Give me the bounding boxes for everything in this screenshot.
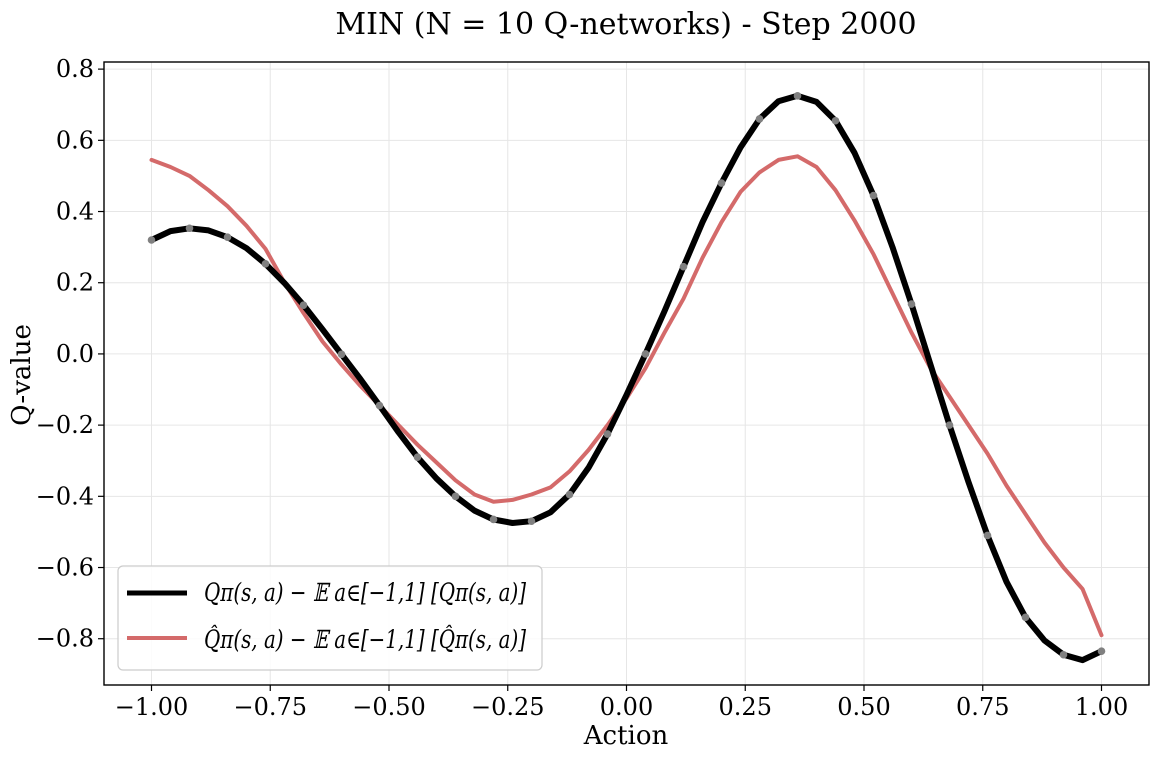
series-point-true [527,517,536,526]
y-tick-label: 0.2 [56,269,94,297]
series-line-true [148,92,1105,664]
x-tick-label: −1.00 [115,693,189,721]
series-point-true [831,116,840,125]
series-layer [147,92,1106,664]
series-point-true [1097,647,1106,655]
chart-title: MIN (N = 10 Q-networks) - Step 2000 [335,7,916,42]
y-tick-label: −0.2 [36,411,94,439]
y-axis: −0.8 −0.6 −0.4 −0.2 0.0 0.2 0.4 0.6 0.8 [36,55,104,653]
y-tick-label: 0.4 [56,198,94,226]
y-axis-label: Q-value [7,324,37,426]
series-point-true [147,236,156,244]
series-point-true [375,401,384,410]
y-tick-label: −0.8 [36,625,94,653]
series-point-true [603,430,612,438]
series-point-true [185,224,194,233]
legend-box [117,565,543,671]
x-tick-label: 0.25 [719,693,772,721]
y-tick-label: 0.6 [56,126,94,154]
x-tick-label: 0.75 [956,693,1009,721]
series-point-true [337,350,346,359]
y-tick-label: −0.4 [36,482,94,510]
x-axis: −1.00 −0.75 −0.50 −0.25 0.00 0.25 0.50 0.75 1.00 [115,685,1128,721]
series-point-true [793,92,802,100]
series-point-true [869,191,878,200]
x-tick-label: 0.00 [600,693,653,721]
series-point-true [945,421,954,429]
y-tick-label: 0.0 [56,340,94,368]
series-point-true [717,179,726,187]
x-tick-label: −0.25 [471,693,545,721]
series-point-true [413,453,422,461]
series-point-true [261,260,270,268]
series-point-true [489,515,498,524]
x-tick-label: 1.00 [1075,693,1128,721]
x-tick-label: −0.75 [233,693,307,721]
series-point-true [299,301,308,309]
series-point-true [907,300,916,308]
series-point-true [1021,613,1030,622]
y-tick-label: 0.8 [56,55,94,83]
series-point-true [1059,650,1068,659]
series-point-true [755,115,764,123]
x-axis-label: Action [583,721,669,751]
series-point-true [451,492,460,501]
legend: Qπ(s, a) − 𝔼 a∈[−1,1] [Qπ(s, a)] Q̂π(s, … [117,565,543,671]
series-point-true [223,233,232,241]
series-point-true [679,262,688,271]
series-point-true [641,350,650,358]
y-tick-label: −0.6 [36,554,94,582]
series-point-true [565,490,574,499]
x-tick-label: 0.50 [837,693,890,721]
legend-label-0: Qπ(s, a) − 𝔼 a∈[−1,1] [Qπ(s, a)] [204,578,526,607]
x-tick-label: −0.50 [352,693,426,721]
legend-label-1: Q̂π(s, a) − 𝔼 a∈[−1,1] [Q̂π(s, a)] [204,625,526,654]
series-point-true [983,531,992,540]
